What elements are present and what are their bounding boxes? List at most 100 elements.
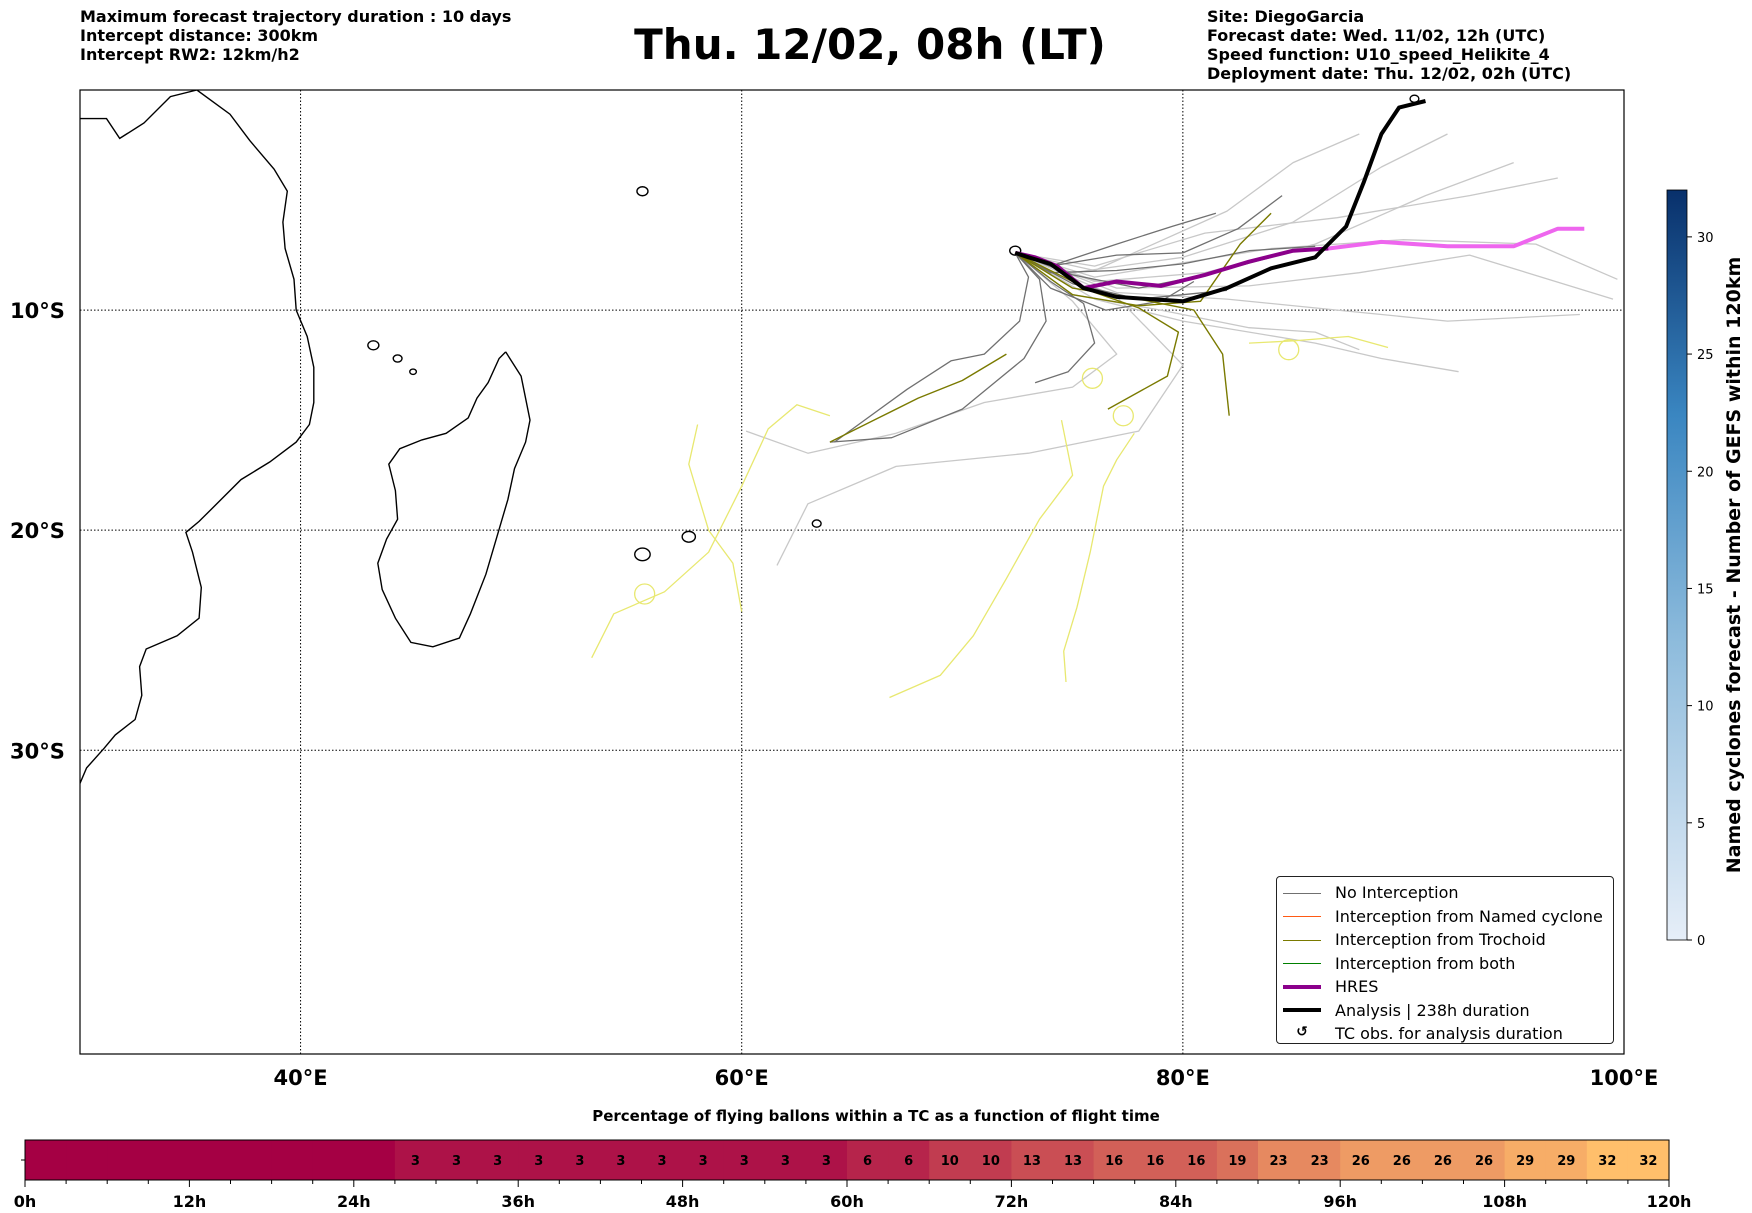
- percentage-value: 6: [863, 1154, 872, 1169]
- percentage-cell: [1175, 1140, 1218, 1180]
- colorbar-tick-label: 0: [1697, 934, 1705, 949]
- percentage-bar-tick-label: 120h: [1647, 1192, 1692, 1211]
- percentage-cell: [477, 1140, 519, 1180]
- percentage-value: 23: [1311, 1154, 1329, 1169]
- legend-swatch-tc-obs: ↺: [1283, 1024, 1321, 1040]
- legend-label: No Interception: [1335, 883, 1459, 903]
- trajectory-no-interception: [834, 252, 1030, 443]
- trajectory-no-interception: [1014, 195, 1283, 267]
- trajectory-trochoid-light: [591, 404, 831, 659]
- percentage-value: 10: [941, 1154, 959, 1169]
- island-outline: [409, 368, 418, 376]
- lon-label: 40°E: [274, 1066, 328, 1090]
- percentage-cell: [518, 1140, 560, 1180]
- percentage-value: 10: [982, 1154, 1000, 1169]
- percentage-cell: [271, 1140, 314, 1180]
- percentage-cell: [929, 1140, 971, 1180]
- percentage-cell: [682, 1140, 725, 1180]
- trajectory-loop: [634, 583, 656, 605]
- percentage-value: 32: [1639, 1154, 1657, 1169]
- colorbar-tick-label: 10: [1697, 700, 1714, 715]
- percentage-value: 3: [452, 1154, 461, 1169]
- trajectory-trochoid-light: [889, 419, 1074, 699]
- island-outline: [367, 340, 380, 351]
- island-outline: [1009, 245, 1022, 256]
- island-outline: [636, 186, 649, 197]
- info-intercept-rw2: Intercept RW2: 12km/h2: [80, 45, 300, 64]
- legend-item-named-cyclone: Interception from Named cyclone: [1283, 905, 1613, 929]
- trajectories-trochoid: [829, 212, 1272, 443]
- percentage-cell: [1216, 1140, 1259, 1180]
- percentage-value: 26: [1393, 1154, 1411, 1169]
- percentage-value: 3: [699, 1154, 708, 1169]
- percentage-cell: [600, 1140, 643, 1180]
- info-intercept-distance: Intercept distance: 300km: [80, 26, 319, 45]
- coastlines: [80, 90, 1420, 784]
- percentage-cell: [641, 1140, 684, 1180]
- percentage-cell: [1011, 1140, 1054, 1180]
- colorbar-tick-label: 5: [1697, 817, 1705, 832]
- percentage-cell: [847, 1140, 889, 1180]
- colorbar-tick-label: 15: [1697, 582, 1714, 597]
- legend-item-both: Interception from both: [1283, 952, 1613, 976]
- percentage-bar: 3 3 3 3 3 3 3 3 3 3 3 6 6 10 10 13 13 16 16 16 19 23 23 26 26 26 2…: [14, 1139, 1692, 1211]
- percentage-cell: [148, 1140, 190, 1180]
- percentage-cell: [1381, 1140, 1423, 1180]
- percentage-cell: [1093, 1140, 1136, 1180]
- legend-item-tc-obs: ↺ TC obs. for analysis duration: [1283, 1022, 1613, 1046]
- percentage-cell: [436, 1140, 478, 1180]
- trajectory-no-interception: [1014, 252, 1096, 384]
- page-title: Thu. 12/02, 08h (LT): [634, 20, 1106, 69]
- legend-label: Interception from Named cyclone: [1335, 906, 1603, 926]
- percentage-cell: [805, 1140, 848, 1180]
- trajectory-trochoid-light: [1248, 335, 1389, 349]
- map-legend: No Interception Interception from Named …: [1276, 876, 1614, 1044]
- percentage-value: 3: [493, 1154, 502, 1169]
- legend-label: HRES: [1335, 977, 1379, 997]
- percentage-cell: [723, 1140, 766, 1180]
- legend-label: TC obs. for analysis duration: [1335, 1024, 1563, 1044]
- legend-swatch-no-interception: [1283, 887, 1321, 899]
- percentage-value: 16: [1146, 1154, 1164, 1169]
- percentage-cell: [970, 1140, 1012, 1180]
- forecast-info-left: Maximum forecast trajectory duration : 1…: [80, 7, 511, 64]
- lat-label: 30°S: [10, 739, 65, 763]
- cyclone-colorbar-gradient: [1666, 189, 1688, 941]
- percentage-bar-tick-label: 60h: [830, 1192, 864, 1211]
- legend-swatch-hres: [1283, 981, 1321, 993]
- trajectory-trochoid: [1014, 212, 1272, 307]
- percentage-cell: [1258, 1140, 1300, 1180]
- percentage-cell: [1299, 1140, 1341, 1180]
- trajectory-trochoid-light: [688, 424, 743, 612]
- percentage-value: 26: [1475, 1154, 1493, 1169]
- percentage-cell: [1463, 1140, 1506, 1180]
- percentage-cell: [353, 1140, 396, 1180]
- percentage-value: 3: [575, 1154, 584, 1169]
- percentage-cell: [107, 1140, 149, 1180]
- trajectory-no-interception-light: [776, 252, 1184, 566]
- trajectory-no-interception-light: [1015, 177, 1558, 267]
- island-outline: [392, 354, 403, 363]
- lat-label: 20°S: [10, 519, 65, 543]
- percentage-cell: [1422, 1140, 1465, 1180]
- percentage-bar-tick-label: 48h: [666, 1192, 700, 1211]
- percentage-cell: [25, 1140, 67, 1180]
- legend-label: Interception from both: [1335, 953, 1516, 973]
- percentage-value: 32: [1598, 1154, 1616, 1169]
- legend-item-hres: HRES: [1283, 975, 1613, 999]
- percentage-cell: [189, 1140, 232, 1180]
- trajectory-trochoid: [1014, 252, 1230, 416]
- percentage-cell: [1545, 1140, 1588, 1180]
- info-site: Site: DiegoGarcia: [1207, 7, 1365, 26]
- percentage-cell: [1052, 1140, 1095, 1180]
- lon-label: 80°E: [1156, 1066, 1210, 1090]
- percentage-value: 23: [1270, 1154, 1288, 1169]
- percentage-value: 26: [1434, 1154, 1452, 1169]
- trajectory-no-interception-light: [745, 252, 1118, 454]
- trajectory-no-interception-light: [1014, 252, 1614, 300]
- legend-swatch-analysis: [1283, 1004, 1321, 1016]
- trajectory-loop: [1278, 339, 1300, 361]
- lon-label: 60°E: [715, 1066, 769, 1090]
- percentage-value: 26: [1352, 1154, 1370, 1169]
